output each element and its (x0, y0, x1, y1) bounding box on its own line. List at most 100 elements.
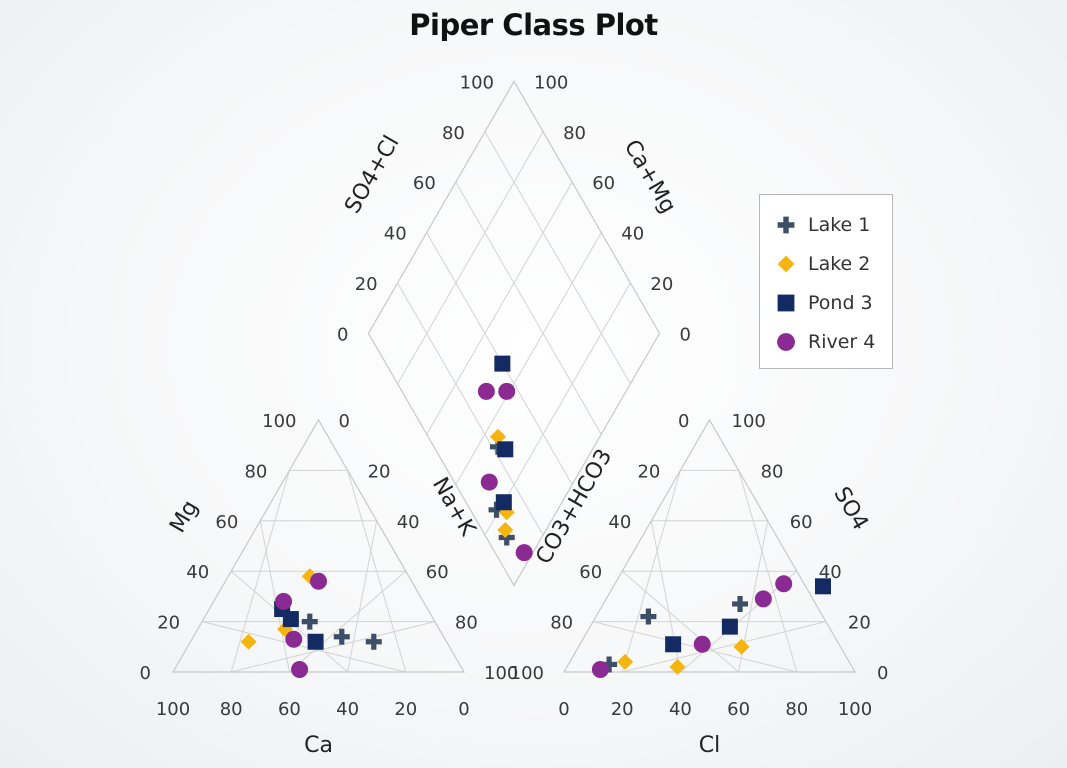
anion-x-tick: 20 (611, 699, 634, 720)
legend-item-river-4: River 4 (760, 322, 892, 361)
anion-co3-tick: 20 (637, 461, 660, 482)
diamond-camg-tick: 60 (592, 173, 615, 194)
diamond-gridline (397, 282, 544, 536)
anion-x-tick: 80 (785, 699, 808, 720)
cation-x-tick: 20 (394, 699, 417, 720)
circle-marker-shape (777, 332, 795, 351)
diamond-camg-tick: 20 (650, 274, 673, 295)
cation-triangle-gridline (201, 621, 406, 673)
cation-na-label: Na+K (427, 473, 480, 540)
river-4-diamond-point (477, 382, 495, 400)
cation-mg-tick: 100 (262, 411, 296, 432)
cation-triangle-gridline (259, 520, 290, 673)
cation-x-tick: 60 (278, 699, 301, 720)
pond-3-cation-point (307, 633, 324, 650)
legend-label: Lake 2 (808, 252, 871, 275)
cation-triangle-gridline (231, 621, 436, 673)
anion-co3-tick: 0 (678, 411, 689, 432)
legend: Lake 1 Lake 2 Pond 3 River 4 (759, 194, 893, 369)
cation-x-tick: 100 (156, 699, 190, 720)
square-marker-icon (772, 289, 800, 317)
anion-so4-tick: 100 (732, 411, 766, 432)
square-marker-shape (777, 294, 795, 311)
cation-triangle-gridline (347, 470, 407, 673)
diamond-camg-tick: 100 (534, 72, 568, 93)
diamond-marker-icon (772, 250, 800, 278)
diamond-so4cl-tick: 60 (413, 173, 436, 194)
river-4-anion-point (591, 660, 609, 678)
diamond-camg-tick: 0 (680, 324, 691, 345)
anion-triangle-gridline (622, 621, 827, 673)
cation-triangle-gridline (289, 570, 407, 673)
cation-mg-tick: 40 (186, 562, 209, 583)
grid-lines (201, 131, 827, 673)
anion-triangle-frame (562, 418, 857, 673)
circle-marker-icon (772, 328, 800, 356)
anion-co3-tick: 100 (510, 663, 544, 684)
anion-x-tick: 0 (558, 699, 569, 720)
diamond-camg-tick: 40 (621, 224, 644, 245)
cation-na-tick: 80 (455, 613, 478, 634)
lake-1-cation-point (333, 628, 350, 645)
lake-1-anion-point (601, 656, 618, 673)
cation-na-tick: 60 (426, 562, 449, 583)
cation-mg-tick: 20 (157, 613, 180, 634)
pond-3-diamond-point (495, 494, 512, 511)
cation-na-tick: 40 (397, 512, 420, 533)
diamond-gridline (397, 131, 544, 385)
diamond-camg-label: Ca+Mg (619, 136, 681, 218)
lake-1-diamond-point (498, 529, 515, 546)
anion-so4-label: SO4 (828, 483, 872, 535)
pond-3-diamond-point (497, 441, 514, 458)
cation-na-tick: 0 (339, 411, 350, 432)
river-4-cation-point (310, 572, 327, 590)
anion-co3-tick: 80 (550, 613, 573, 634)
river-4-anion-point (693, 635, 711, 653)
lake-1-cation-point (301, 613, 318, 630)
lake-2-cation-point (240, 633, 257, 650)
plus-marker-icon (772, 211, 800, 239)
cation-na-tick: 20 (368, 461, 391, 482)
diamond-so4cl-tick: 20 (355, 274, 378, 295)
plus-marker-shape (777, 216, 795, 233)
diamond-gridline (484, 282, 631, 536)
diamond-camg-tick: 80 (563, 123, 586, 144)
cation-mg-tick: 60 (215, 512, 238, 533)
anion-x-tick: 100 (838, 699, 872, 720)
anion-triangle-gridline (621, 570, 739, 673)
legend-label: Lake 1 (808, 213, 871, 236)
cation-triangle-gridline (347, 520, 378, 673)
river-4-cation-point (275, 592, 293, 610)
lake-2-diamond-point (497, 521, 514, 538)
cation-x-tick: 40 (336, 699, 359, 720)
lake-2-anion-point (733, 638, 750, 655)
diamond-gridline (455, 181, 602, 435)
anion-x-tick: 60 (727, 699, 750, 720)
diamond-gridline (426, 181, 573, 435)
pond-3-anion-point (814, 578, 831, 595)
pond-3-anion-point (721, 618, 738, 635)
chart-title: Piper Class Plot (409, 8, 658, 42)
cation-triangle-frame (171, 418, 466, 673)
cation-mg-tick: 80 (244, 461, 267, 482)
diamond-so4cl-tick: 40 (384, 224, 407, 245)
pond-3-diamond-point (494, 355, 511, 372)
river-4-diamond-point (515, 544, 533, 562)
diamond-so4cl-tick: 80 (442, 123, 465, 144)
diamond-so4cl-label: SO4+Cl (340, 132, 404, 218)
river-4-diamond-point (498, 382, 516, 400)
cation-x-tick: 80 (220, 699, 243, 720)
legend-label: Pond 3 (808, 291, 873, 314)
anion-co3-tick: 60 (579, 562, 602, 583)
legend-label: River 4 (808, 330, 876, 353)
diamond-so4cl-tick: 100 (460, 72, 494, 93)
anion-so4-tick: 20 (848, 613, 871, 634)
lake-2-anion-point (617, 653, 634, 670)
plot-frames (171, 80, 857, 673)
cation-mg-tick: 0 (140, 663, 151, 684)
legend-item-lake-1: Lake 1 (760, 205, 892, 244)
lake-2-anion-point (669, 658, 686, 675)
cation-na-tick: 100 (484, 663, 518, 684)
